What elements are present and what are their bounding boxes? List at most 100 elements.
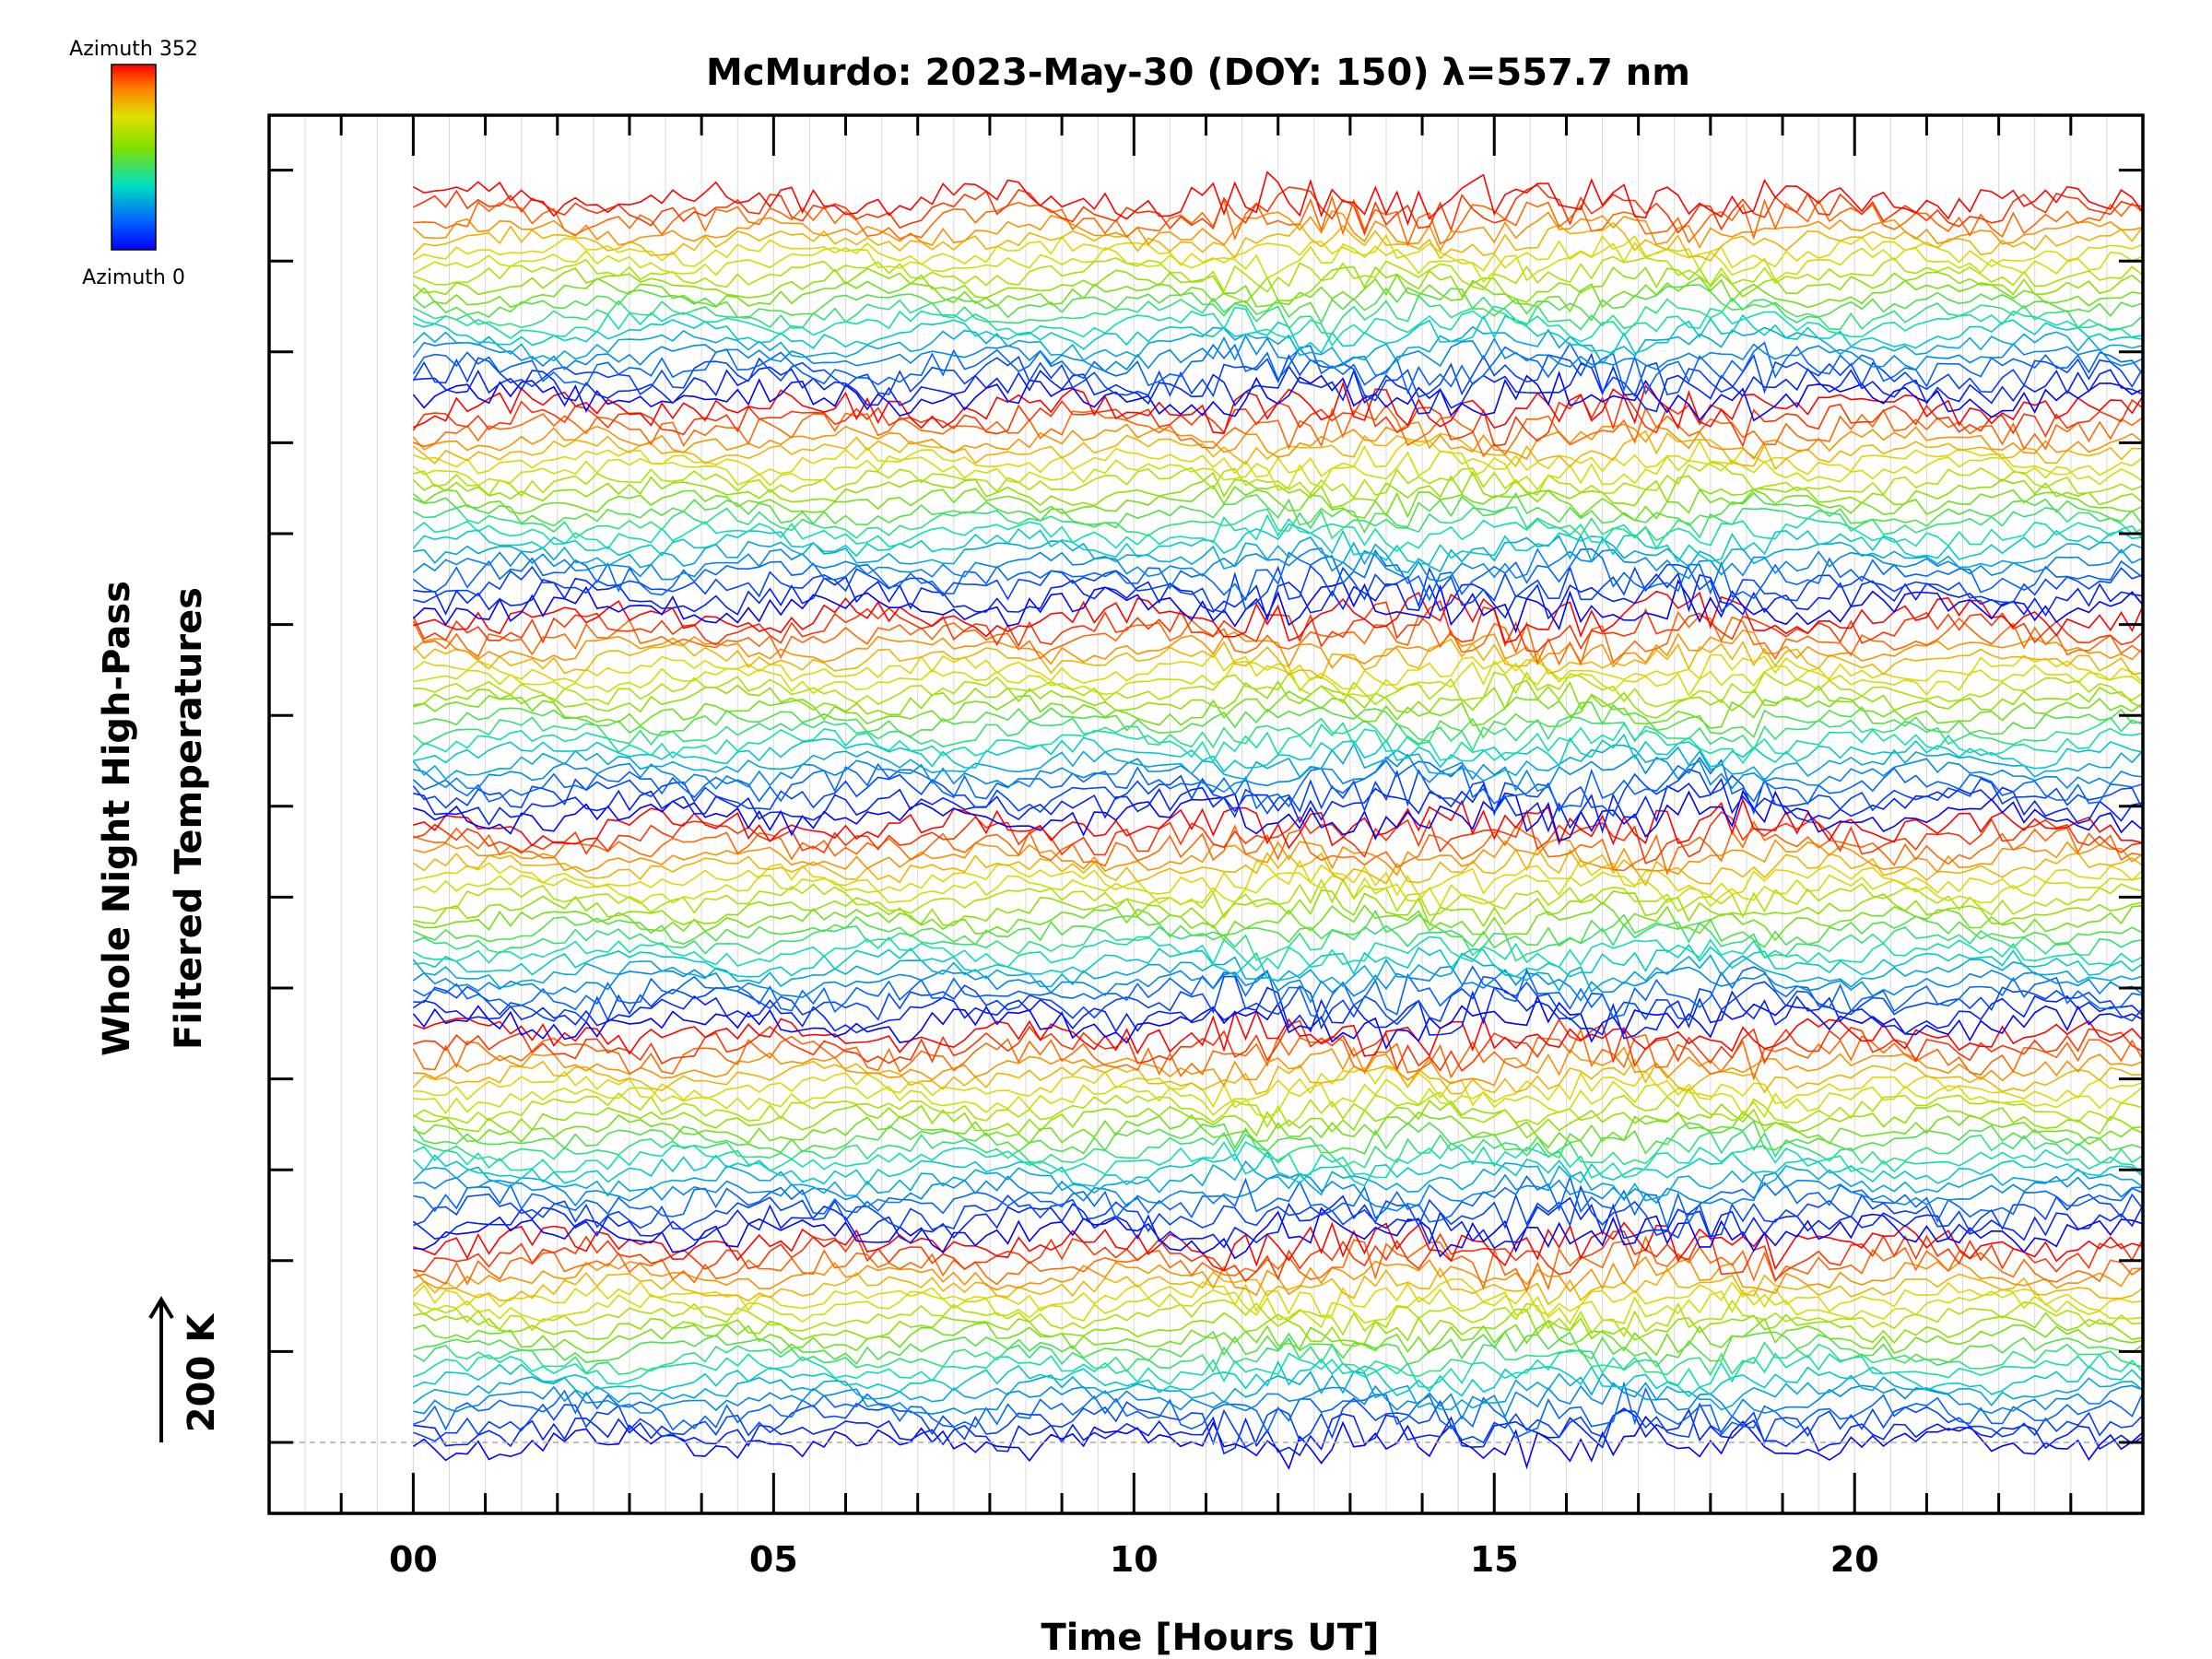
series-line — [413, 1221, 2143, 1272]
x-tick-labels: 00 05 10 15 20 — [389, 1539, 1879, 1580]
series-line — [413, 506, 2143, 542]
series-line — [412, 513, 2143, 553]
series-line — [412, 965, 2143, 1004]
series-line — [412, 470, 2143, 509]
series-line — [413, 1100, 2143, 1139]
series-line — [412, 1415, 2143, 1471]
series-line — [412, 334, 2143, 377]
colorbar-top-label: Azimuth 352 — [69, 38, 198, 61]
series-line — [412, 265, 2143, 304]
series-line — [413, 491, 2143, 535]
series-line — [413, 901, 2143, 942]
series-line — [412, 1150, 2143, 1187]
series-line — [412, 1299, 2143, 1338]
series-line — [413, 935, 2143, 972]
series-line — [412, 638, 2143, 680]
series-line — [412, 450, 2143, 491]
series-line — [412, 1266, 2143, 1306]
series-line — [412, 652, 2143, 690]
series-line — [413, 404, 2143, 458]
series-line — [413, 701, 2143, 742]
series-line — [412, 722, 2143, 765]
series-line — [412, 1120, 2143, 1159]
series-line — [413, 909, 2143, 949]
series-line — [413, 1230, 2143, 1283]
series-line — [413, 1330, 2143, 1368]
series-line — [413, 1308, 2143, 1347]
colorbar: Azimuth 352 Azimuth 0 — [69, 38, 198, 289]
series-line — [412, 221, 2143, 262]
series-line — [412, 1058, 2143, 1095]
y-axis-label-line2: Filtered Temperatures — [168, 587, 210, 1050]
series-line — [412, 210, 2143, 253]
series-line — [413, 305, 2143, 347]
series-line — [413, 1317, 2143, 1357]
series-line — [412, 756, 2143, 810]
series-line — [413, 362, 2143, 415]
series-line — [413, 659, 2143, 698]
series-line — [413, 838, 2143, 877]
colorbar-gradient — [111, 64, 157, 251]
x-tick-label: 10 — [1110, 1539, 1159, 1580]
series-line — [412, 1087, 2143, 1129]
series-line — [412, 579, 2143, 634]
series-line — [413, 194, 2143, 247]
series-line — [412, 370, 2143, 422]
series-line — [412, 352, 2143, 402]
series-line — [413, 871, 2143, 909]
series-line — [413, 789, 2143, 842]
x-axis-label: Time [Hours UT] — [1041, 1617, 1380, 1659]
series-line — [413, 1358, 2143, 1398]
series-line — [412, 547, 2143, 582]
series-line — [413, 921, 2143, 962]
series-line — [413, 171, 2143, 227]
series-line — [413, 943, 2143, 982]
series-line — [413, 679, 2143, 719]
series-line — [413, 975, 2143, 1030]
series-line — [413, 571, 2143, 622]
series-line — [412, 610, 2143, 666]
series-line — [412, 421, 2143, 460]
series-line — [413, 1184, 2143, 1239]
series-line — [413, 690, 2143, 730]
series-line — [412, 768, 2143, 818]
series-line — [412, 523, 2143, 565]
grid-lines — [268, 115, 2144, 1513]
series-line — [412, 1194, 2143, 1250]
x-tick-label: 00 — [389, 1539, 438, 1580]
series-line — [413, 381, 2143, 434]
x-tick-label: 20 — [1830, 1539, 1879, 1580]
series-line — [412, 341, 2143, 395]
series-line — [413, 753, 2143, 794]
series-line — [412, 742, 2143, 782]
series-line — [413, 294, 2143, 335]
series-line — [413, 877, 2143, 920]
colorbar-bottom-label: Azimuth 0 — [82, 266, 185, 289]
scale-indicator: 200 K — [148, 1296, 223, 1442]
chart-title: McMurdo: 2023-May-30 (DOY: 150) λ=557.7 … — [706, 52, 1690, 94]
series-line — [413, 820, 2143, 877]
series-line — [413, 808, 2143, 865]
series-line — [412, 1159, 2143, 1202]
scale-arrow-head — [148, 1296, 174, 1320]
series-line — [413, 461, 2143, 500]
series-line — [413, 1206, 2143, 1260]
series-line — [413, 1130, 2143, 1169]
series-line — [412, 715, 2143, 752]
axis-ticks — [267, 115, 2145, 1513]
series-line — [413, 1288, 2143, 1329]
series-line — [413, 1407, 2143, 1457]
series-line — [413, 1336, 2143, 1378]
series-line — [412, 273, 2143, 313]
series-line — [412, 484, 2143, 522]
series-line — [413, 1066, 2143, 1109]
series-line — [412, 599, 2143, 653]
series-line — [413, 1110, 2143, 1149]
series-line — [413, 1140, 2143, 1179]
series-line — [413, 313, 2143, 355]
series-line — [412, 629, 2143, 669]
series-line — [413, 1235, 2143, 1293]
series-line — [413, 965, 2143, 1020]
scale-label: 200 K — [181, 1312, 223, 1432]
